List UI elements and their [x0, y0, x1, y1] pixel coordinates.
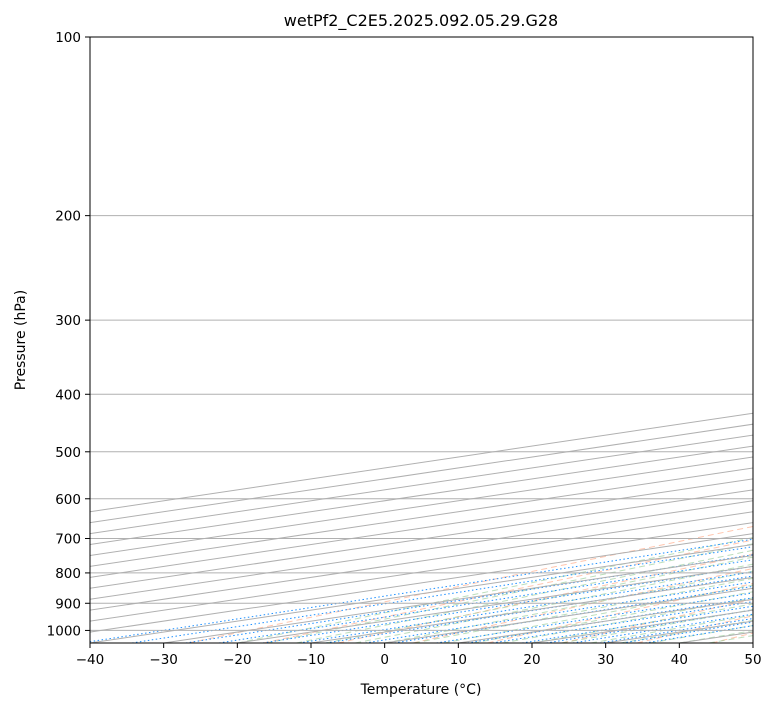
mixing-ratio-line [599, 617, 753, 643]
x-tick-label: −30 [149, 652, 178, 668]
isotherm-gridline [90, 423, 753, 524]
moist-adiabat [296, 549, 753, 643]
moist-adiabat [473, 591, 753, 643]
isotherm-gridline [679, 631, 753, 643]
mixing-ratio-line [365, 581, 753, 643]
axis-ticks: −40 −30 −20 −10 0 10 20 30 40 50 100 200 300 400 500 60… [47, 30, 762, 668]
isotherm-gridline [458, 598, 753, 643]
x-tick-label: 40 [671, 652, 688, 668]
moist-adiabat [237, 537, 753, 643]
moist-adiabat [531, 603, 753, 643]
isotherm-gridline [90, 412, 753, 513]
mixing-ratio-line [131, 546, 753, 643]
y-tick-label: 1000 [47, 623, 81, 639]
moist-adiabat [325, 556, 753, 643]
moist-adiabat [679, 630, 753, 643]
mixing-ratio-line [572, 613, 753, 643]
y-tick-label: 300 [55, 313, 81, 329]
moist-adiabat [502, 597, 753, 643]
isotherm-gridline [90, 445, 753, 546]
mixing-ratio-line [185, 554, 753, 643]
y-tick-label: 700 [55, 532, 81, 548]
y-tick-label: 800 [55, 566, 81, 582]
plot-frame [89, 36, 754, 644]
y-axis-label: Pressure (hPa) [13, 290, 29, 390]
isotherm-gridline [90, 511, 753, 611]
dry-adiabat [263, 539, 753, 643]
x-tick-label: 50 [744, 652, 761, 668]
y-tick-label: 200 [55, 209, 81, 225]
isotherm-gridline [90, 533, 753, 633]
isotherm-gridline [90, 456, 753, 556]
y-tick-label: 900 [55, 596, 81, 612]
y-tick-label: 400 [55, 387, 81, 403]
plot-area [90, 37, 753, 643]
mixing-ratio-line [90, 538, 753, 643]
dry-adiabat [188, 525, 753, 643]
dry-adiabat [487, 583, 753, 643]
x-axis-label: Temperature (°C) [360, 682, 482, 698]
mixing-ratio-line [326, 575, 753, 643]
x-tick-label: −10 [297, 652, 326, 668]
mixing-ratio-line [299, 571, 753, 643]
x-tick-label: 0 [380, 652, 389, 668]
isotherm-gridline [90, 467, 753, 567]
mixing-ratio-line [218, 559, 753, 643]
y-tick-label: 100 [55, 30, 81, 46]
x-tick-label: 30 [597, 652, 614, 668]
isotherm-gridline [531, 609, 753, 643]
chart-title: wetPf2_C2E5.2025.092.05.29.G28 [284, 11, 558, 31]
isotherm-gridline [90, 522, 753, 622]
x-tick-label: 10 [450, 652, 467, 668]
dry-adiabat [412, 567, 753, 643]
dry-adiabat [636, 615, 753, 643]
moist-adiabat [414, 577, 753, 643]
moist-adiabat [384, 570, 753, 643]
isotherm-gridline [90, 489, 753, 589]
y-tick-label: 600 [55, 492, 81, 508]
isotherm-gridline [90, 434, 753, 535]
moist-adiabat [443, 584, 753, 643]
x-tick-label: 20 [523, 652, 540, 668]
isotherm-gridline [752, 642, 753, 643]
x-tick-label: −40 [76, 652, 105, 668]
moist-adiabat [266, 543, 753, 643]
isotherm-gridline [384, 587, 753, 643]
y-tick-label: 500 [55, 445, 81, 461]
isotherm-gridline [90, 478, 753, 578]
moist-adiabat [620, 619, 753, 643]
isotherm-gridline [90, 500, 753, 600]
x-tick-label: −20 [223, 652, 252, 668]
mixing-ratio-line [262, 565, 753, 643]
